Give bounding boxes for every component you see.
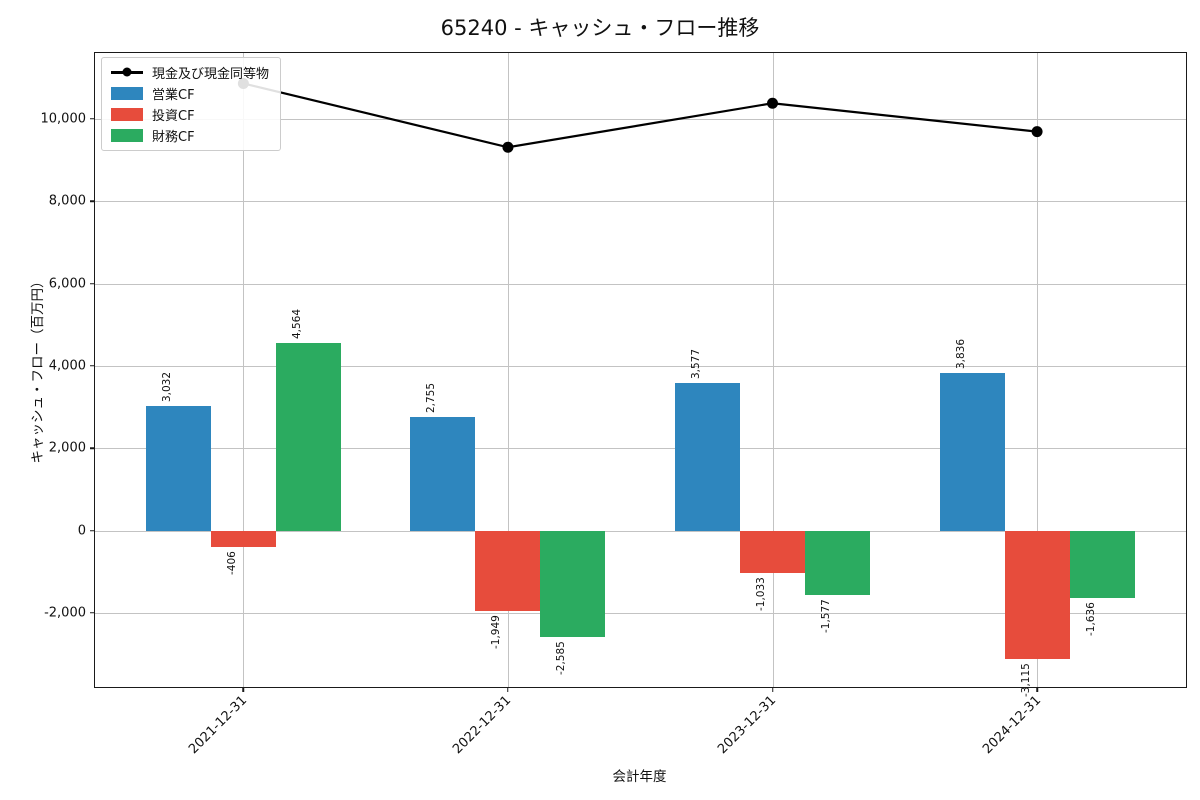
bar-segment <box>805 530 870 596</box>
bar-value-label: 4,564 <box>290 308 303 339</box>
x-tick-mark <box>1036 688 1038 692</box>
bar-segment <box>540 530 606 637</box>
y-tick-mark <box>90 200 94 202</box>
bar-segment <box>740 530 805 574</box>
y-tick-label: 4,000 <box>48 358 86 374</box>
legend-item-label: 財務CF <box>152 130 195 145</box>
plot-area: 現金及び現金同等物 営業CF 投資CF 財務CF -2,000 0 2,000 4,0… <box>41 52 1187 757</box>
y-tick-label: 8,000 <box>48 193 86 209</box>
bar-value-label: 3,836 <box>954 338 967 369</box>
legend-item-operating-cf: 営業CF <box>111 85 269 103</box>
gridline-horizontal <box>95 448 1186 450</box>
gridline-vertical <box>772 53 774 687</box>
x-tick-mark <box>242 688 245 692</box>
x-tick-label: 2022-12-31 <box>450 693 515 758</box>
y-tick-label: -2,000 <box>44 605 86 621</box>
bar-value-label: -406 <box>225 551 238 576</box>
gridline-vertical <box>243 53 245 687</box>
bar-value-label: -1,636 <box>1084 602 1097 636</box>
legend-item-investing-cf: 投資CF <box>111 106 269 124</box>
legend: 現金及び現金同等物 営業CF 投資CF 財務CF <box>101 57 282 151</box>
gridline-horizontal <box>95 201 1186 203</box>
x-tick-mark <box>771 688 774 692</box>
bar-segment <box>145 405 211 531</box>
bar-value-label: 3,577 <box>689 349 702 380</box>
gridline-horizontal <box>95 530 1186 532</box>
y-tick-mark <box>90 118 94 120</box>
gridline-vertical <box>507 53 509 687</box>
bar-segment <box>675 383 740 531</box>
legend-item-label: 営業CF <box>152 88 195 103</box>
bar-value-label: -1,949 <box>490 614 503 649</box>
bar-segment <box>1004 530 1070 659</box>
gridline-horizontal <box>95 283 1186 285</box>
gridline-horizontal <box>95 612 1186 614</box>
y-tick-label: 2,000 <box>48 440 86 456</box>
legend-swatch-investing <box>111 108 143 121</box>
legend-line-sample <box>111 67 143 77</box>
y-tick-label: 10,000 <box>40 111 87 127</box>
legend-swatch-operating <box>111 87 143 100</box>
x-tick-mark <box>507 688 509 692</box>
y-tick-mark <box>90 365 94 367</box>
legend-item-financing-cf: 財務CF <box>111 127 269 145</box>
bar-segment <box>1069 530 1135 598</box>
x-tick-label: 2021-12-31 <box>185 693 250 758</box>
legend-item-cash: 現金及び現金同等物 <box>111 64 270 82</box>
y-tick-mark <box>90 447 94 449</box>
bar-segment <box>210 530 276 548</box>
bar-value-label: 3,032 <box>160 371 173 402</box>
bar-segment <box>939 372 1005 531</box>
bar-value-label: -3,115 <box>1019 662 1032 697</box>
gridline-horizontal <box>95 365 1186 367</box>
y-tick-label: 6,000 <box>48 276 86 292</box>
y-tick-mark <box>90 529 94 532</box>
legend-line-marker-icon <box>122 67 132 77</box>
chart-title: 65240 - キャッシュ・フロー推移 <box>440 16 760 40</box>
x-axis-label: 会計年度 <box>612 769 667 785</box>
bar-segment <box>410 417 476 531</box>
y-tick-label: 0 <box>77 523 86 539</box>
y-tick-mark <box>90 282 94 285</box>
bar-segment <box>275 342 341 531</box>
x-tick-label: 2023-12-31 <box>715 693 780 758</box>
bar-value-label: -1,577 <box>819 599 832 634</box>
x-tick-label: 2024-12-31 <box>979 693 1044 758</box>
bar-segment <box>475 530 541 611</box>
legend-swatch-financing <box>111 129 143 142</box>
legend-item-label: 現金及び現金同等物 <box>152 67 270 82</box>
y-axis-label: キャッシュ・フロー（百万円） <box>30 274 46 464</box>
legend-item-label: 投資CF <box>152 109 195 124</box>
bar-value-label: -2,585 <box>555 641 568 675</box>
cash-line <box>243 82 1038 149</box>
gridline-vertical <box>1037 53 1039 687</box>
bar-value-label: -1,033 <box>754 577 767 612</box>
bar-value-label: 2,755 <box>425 383 438 414</box>
y-tick-mark <box>90 612 94 614</box>
